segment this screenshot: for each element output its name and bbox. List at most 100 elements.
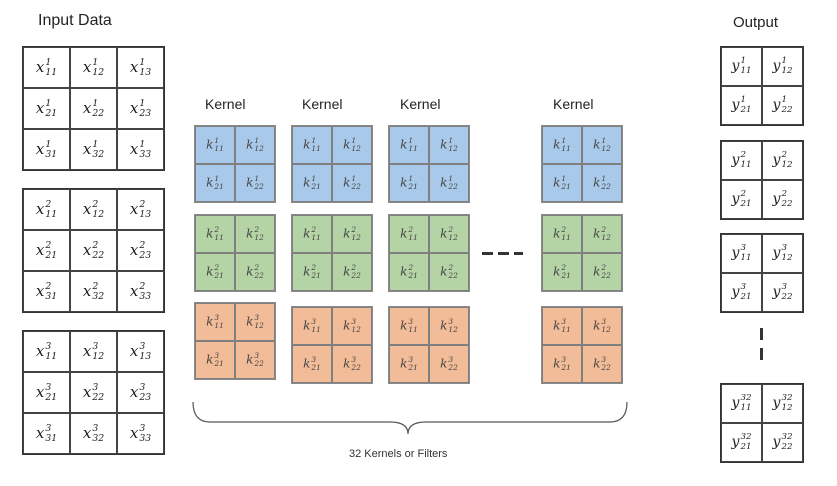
output-matrix-3-cell: y 3 12	[762, 234, 803, 273]
output-matrix-1-cell: y 1 11	[721, 47, 762, 86]
output-matrix-2: y 2 11 y 2 12 y 2 21 y 2 22	[720, 140, 804, 220]
kernel-2-channel-1-cell: k 1 12	[332, 126, 372, 164]
output-ellipsis-dash-1	[760, 328, 763, 340]
input-matrix-2-cell: x 2 32	[70, 271, 117, 312]
input-matrix-3-cell: x 3 13	[117, 331, 164, 372]
kernel-2-channel-2-cell: k 2 22	[332, 253, 372, 291]
kernel-3-channel-3-cell: k 3 21	[389, 345, 429, 383]
kernel-1-channel-3-cell: k 3 12	[235, 303, 275, 341]
input-matrix-3-cell: x 3 11	[23, 331, 70, 372]
input-matrix-3-cell: x 3 21	[23, 372, 70, 413]
output-ellipsis-dash-2	[760, 348, 763, 360]
kernel-3-channel-2-cell: k 2 22	[429, 253, 469, 291]
kernel-2-channel-1-cell: k 1 21	[292, 164, 332, 202]
input-matrix-2-cell: x 2 23	[117, 230, 164, 271]
kernel-4-channel-3-cell: k 3 21	[542, 345, 582, 383]
kernel-3-channel-1-cell: k 1 21	[389, 164, 429, 202]
input-matrix-1: x 1 11 x 1 12 x 1 13 x 1 21 x 1 22 x 1 23 x 1 31 x 1 32 x 1 33	[22, 46, 165, 171]
kernel-1-channel-2-cell: k 2 22	[235, 253, 275, 291]
kernel-1-channel-1-cell: k 1 12	[235, 126, 275, 164]
kernel-1-channel-1: k 1 11 k 1 12 k 1 21 k 1 22	[194, 125, 276, 203]
input-matrix-1-cell: x 1 31	[23, 129, 70, 170]
output-matrix-32: y 32 11 y 32 12 y 32 21 y 32 22	[720, 383, 804, 463]
kernel-2-channel-3-cell: k 3 21	[292, 345, 332, 383]
kernels-caption: 32 Kernels or Filters	[349, 448, 448, 460]
kernel-2-channel-3-cell: k 3 11	[292, 307, 332, 345]
output-matrix-3-cell: y 3 22	[762, 273, 803, 312]
kernel-title-3: Kernel	[400, 96, 441, 112]
output-matrix-2-cell: y 2 11	[721, 141, 762, 180]
kernel-2-channel-1-cell: k 1 11	[292, 126, 332, 164]
output-matrix-32-cell: y 32 11	[721, 384, 762, 423]
kernel-title-4: Kernel	[553, 96, 594, 112]
kernel-4-channel-2: k 2 11 k 2 12 k 2 21 k 2 22	[541, 214, 623, 292]
kernel-4-channel-3-cell: k 3 12	[582, 307, 622, 345]
kernel-ellipsis-dash-2	[498, 252, 509, 255]
kernel-title-2: Kernel	[302, 96, 343, 112]
output-matrix-2-cell: y 2 12	[762, 141, 803, 180]
output-matrix-32-cell: y 32 21	[721, 423, 762, 462]
kernel-ellipsis-dash-1	[482, 252, 493, 255]
input-matrix-3-cell: x 3 23	[117, 372, 164, 413]
kernel-4-channel-1-cell: k 1 21	[542, 164, 582, 202]
input-matrix-1-cell: x 1 21	[23, 88, 70, 129]
input-matrix-3-cell: x 3 32	[70, 413, 117, 454]
output-matrix-2-cell: y 2 22	[762, 180, 803, 219]
kernel-4-channel-1-cell: k 1 12	[582, 126, 622, 164]
input-matrix-2-cell: x 2 33	[117, 271, 164, 312]
output-matrix-1-cell: y 1 21	[721, 86, 762, 125]
kernel-title-1: Kernel	[205, 96, 246, 112]
input-matrix-1-cell: x 1 11	[23, 47, 70, 88]
input-matrix-3-cell: x 3 12	[70, 331, 117, 372]
input-matrix-2-cell: x 2 11	[23, 189, 70, 230]
kernel-2-channel-1: k 1 11 k 1 12 k 1 21 k 1 22	[291, 125, 373, 203]
kernel-1-channel-2-cell: k 2 11	[195, 215, 235, 253]
kernel-4-channel-1-cell: k 1 22	[582, 164, 622, 202]
output-matrix-1: y 1 11 y 1 12 y 1 21 y 1 22	[720, 46, 804, 126]
input-matrix-3-cell: x 3 31	[23, 413, 70, 454]
kernel-2-channel-3: k 3 11 k 3 12 k 3 21 k 3 22	[291, 306, 373, 384]
kernel-2-channel-2-cell: k 2 21	[292, 253, 332, 291]
kernel-4-channel-1: k 1 11 k 1 12 k 1 21 k 1 22	[541, 125, 623, 203]
kernel-3-channel-2: k 2 11 k 2 12 k 2 21 k 2 22	[388, 214, 470, 292]
kernel-2-channel-3-cell: k 3 22	[332, 345, 372, 383]
input-matrix-2-cell: x 2 12	[70, 189, 117, 230]
kernel-1-channel-2-cell: k 2 21	[195, 253, 235, 291]
output-matrix-2-cell: y 2 21	[721, 180, 762, 219]
input-matrix-1-cell: x 1 32	[70, 129, 117, 170]
kernel-3-channel-1-cell: k 1 11	[389, 126, 429, 164]
input-matrix-2-cell: x 2 21	[23, 230, 70, 271]
input-matrix-1-cell: x 1 23	[117, 88, 164, 129]
input-matrix-2-cell: x 2 22	[70, 230, 117, 271]
input-matrix-2-cell: x 2 31	[23, 271, 70, 312]
kernel-3-channel-1: k 1 11 k 1 12 k 1 21 k 1 22	[388, 125, 470, 203]
kernel-3-channel-3-cell: k 3 11	[389, 307, 429, 345]
kernel-3-channel-2-cell: k 2 11	[389, 215, 429, 253]
kernel-1-channel-3: k 3 11 k 3 12 k 3 21 k 3 22	[194, 302, 276, 380]
kernel-1-channel-2: k 2 11 k 2 12 k 2 21 k 2 22	[194, 214, 276, 292]
output-matrix-1-cell: y 1 22	[762, 86, 803, 125]
kernel-4-channel-2-cell: k 2 21	[542, 253, 582, 291]
kernel-4-channel-2-cell: k 2 11	[542, 215, 582, 253]
kernel-3-channel-3-cell: k 3 22	[429, 345, 469, 383]
kernel-1-channel-3-cell: k 3 22	[235, 341, 275, 379]
kernel-3-channel-3-cell: k 3 12	[429, 307, 469, 345]
output-matrix-3-cell: y 3 21	[721, 273, 762, 312]
kernel-4-channel-3: k 3 11 k 3 12 k 3 21 k 3 22	[541, 306, 623, 384]
kernel-1-channel-1-cell: k 1 22	[235, 164, 275, 202]
kernel-ellipsis-dash-3	[514, 252, 523, 255]
output-matrix-32-cell: y 32 12	[762, 384, 803, 423]
kernel-4-channel-2-cell: k 2 22	[582, 253, 622, 291]
kernel-4-channel-3-cell: k 3 11	[542, 307, 582, 345]
output-matrix-3-cell: y 3 11	[721, 234, 762, 273]
input-matrix-1-cell: x 1 13	[117, 47, 164, 88]
kernel-4-channel-3-cell: k 3 22	[582, 345, 622, 383]
kernel-3-channel-1-cell: k 1 22	[429, 164, 469, 202]
output-matrix-32-cell: y 32 22	[762, 423, 803, 462]
kernel-1-channel-1-cell: k 1 21	[195, 164, 235, 202]
kernel-2-channel-2-cell: k 2 12	[332, 215, 372, 253]
input-matrix-3-cell: x 3 22	[70, 372, 117, 413]
kernel-4-channel-1-cell: k 1 11	[542, 126, 582, 164]
input-matrix-1-cell: x 1 33	[117, 129, 164, 170]
kernel-3-channel-2-cell: k 2 12	[429, 215, 469, 253]
